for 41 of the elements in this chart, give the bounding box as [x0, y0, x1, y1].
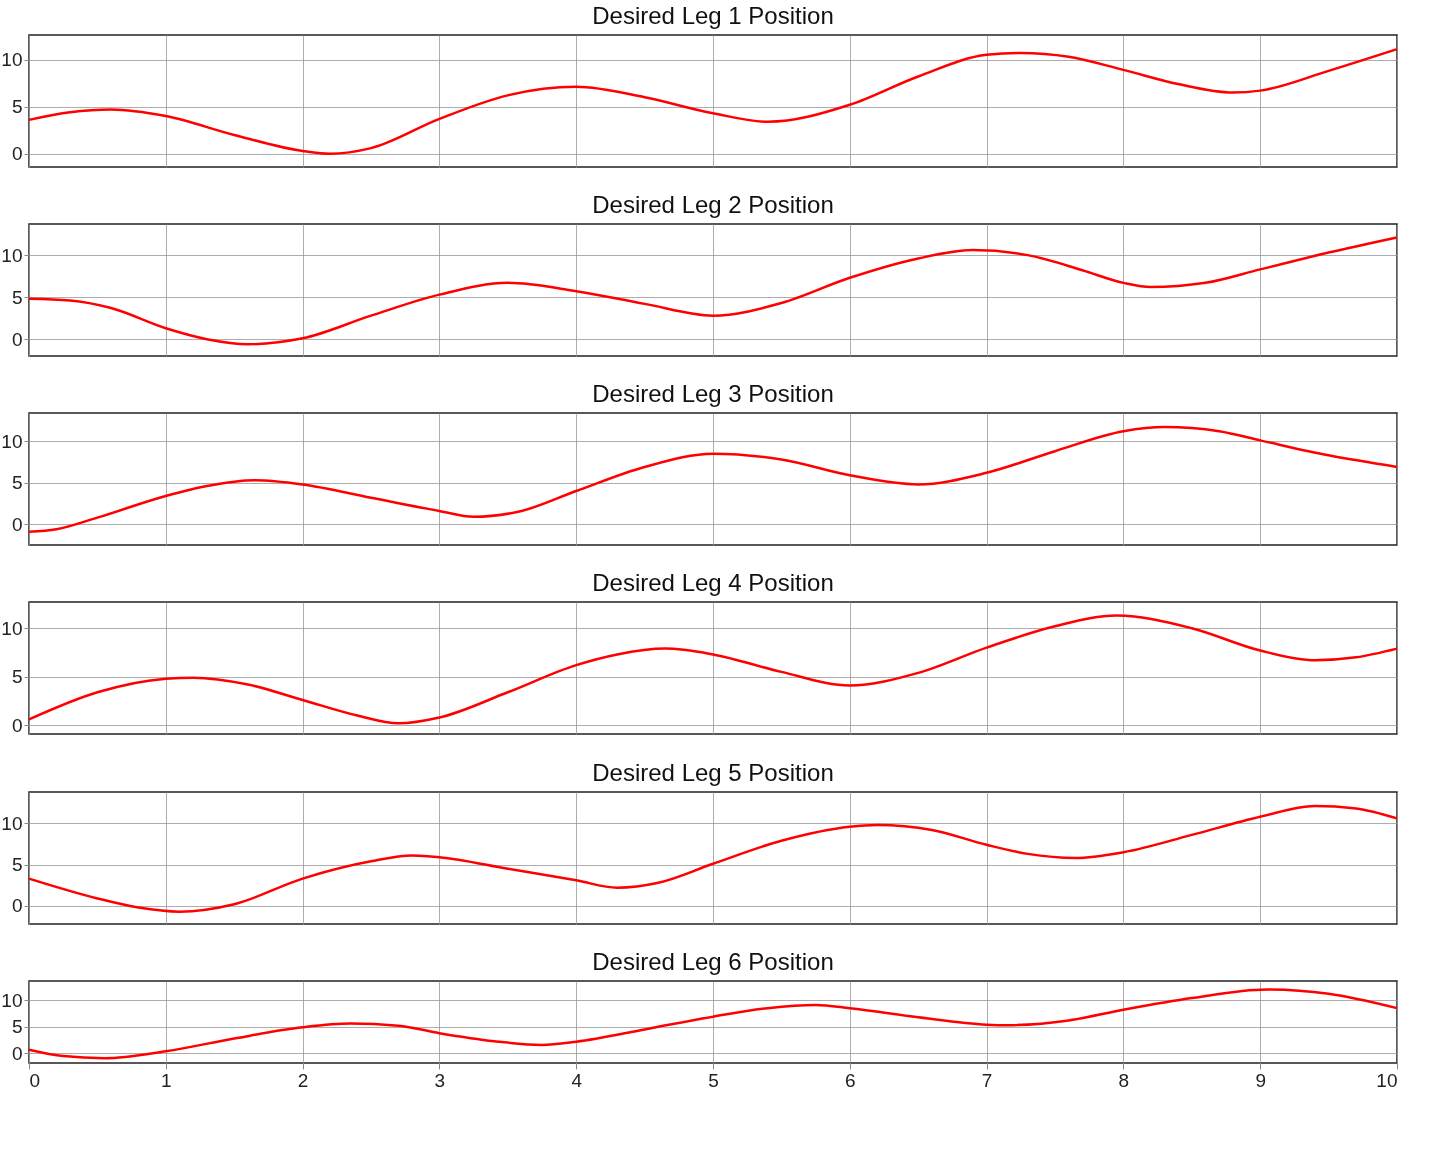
x-tick-label: 2 — [297, 1069, 309, 1091]
y-tick-label: 10 — [1, 430, 23, 452]
chart-title: Desired Leg 2 Position — [592, 191, 834, 218]
y-tick-label: 5 — [11, 472, 23, 494]
y-tick-label: 5 — [11, 854, 23, 876]
chart-title: Desired Leg 4 Position — [592, 569, 834, 596]
x-tick-label: 7 — [981, 1069, 993, 1091]
chart-title: Desired Leg 3 Position — [592, 380, 834, 407]
chart-title: Desired Leg 1 Position — [592, 2, 834, 29]
y-tick-label: 5 — [11, 286, 23, 308]
y-tick-label: 10 — [1, 617, 23, 639]
x-tick-label: 10 — [1376, 1069, 1398, 1091]
x-tick-label: 8 — [1118, 1069, 1130, 1091]
x-tick-label: 3 — [434, 1069, 446, 1091]
line-series — [27, 614, 1399, 725]
y-tick-label: 0 — [11, 513, 23, 535]
x-tick-label: 9 — [1255, 1069, 1266, 1091]
x-tick-label: 6 — [845, 1069, 856, 1091]
y-tick-label: 5 — [11, 666, 23, 688]
line-series — [27, 236, 1399, 346]
y-tick-label: 10 — [1, 49, 23, 71]
y-tick-label: 10 — [1, 989, 23, 1011]
y-tick-label: 10 — [1, 812, 23, 834]
chart-title: Desired Leg 5 Position — [592, 759, 834, 786]
y-tick-label: 0 — [11, 328, 23, 350]
chart-title: Desired Leg 6 Position — [592, 948, 834, 975]
x-tick-label: 0 — [29, 1069, 41, 1091]
line-series — [27, 47, 1399, 156]
y-tick-label: 5 — [11, 1016, 23, 1038]
y-tick-label: 0 — [11, 143, 23, 165]
line-series — [27, 425, 1399, 533]
y-tick-label: 0 — [11, 1042, 23, 1064]
y-tick-label: 0 — [11, 714, 23, 736]
y-tick-label: 5 — [11, 96, 23, 118]
x-tick-label: 1 — [161, 1069, 172, 1091]
y-tick-label: 10 — [1, 244, 23, 266]
y-tick-label: 0 — [11, 895, 23, 917]
x-tick-label: 5 — [708, 1069, 719, 1091]
line-series — [27, 804, 1399, 913]
x-tick-label: 4 — [571, 1069, 583, 1091]
line-series — [27, 988, 1399, 1060]
